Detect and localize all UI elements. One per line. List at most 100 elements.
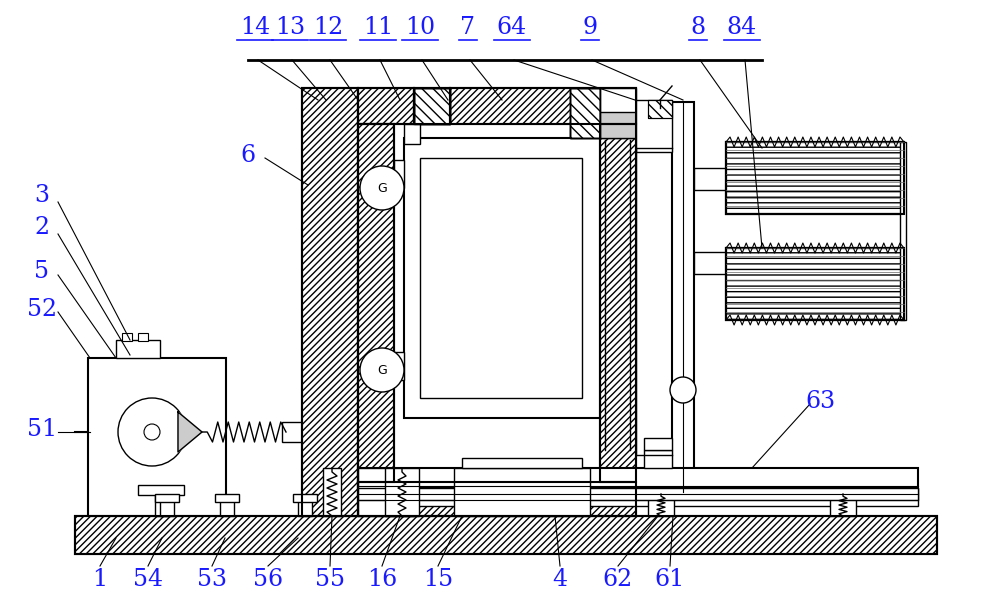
Bar <box>726 142 904 214</box>
Bar <box>282 422 302 442</box>
Text: 51: 51 <box>27 419 57 442</box>
Bar <box>155 494 179 502</box>
Bar <box>302 88 358 516</box>
Bar <box>215 494 239 502</box>
Text: 4: 4 <box>552 568 568 591</box>
Bar <box>116 340 160 358</box>
Bar <box>122 333 132 341</box>
Bar <box>570 88 600 138</box>
Bar <box>636 100 672 152</box>
Text: 10: 10 <box>405 16 435 40</box>
Bar <box>75 516 937 554</box>
Bar <box>414 88 450 124</box>
Circle shape <box>360 348 404 392</box>
Text: 52: 52 <box>27 299 57 321</box>
Text: 12: 12 <box>313 16 343 40</box>
Bar <box>160 500 174 516</box>
Bar <box>648 100 672 118</box>
Bar <box>600 112 636 138</box>
Bar <box>644 438 672 450</box>
Bar <box>358 468 414 516</box>
Bar <box>420 158 582 398</box>
Bar <box>358 88 414 124</box>
Bar <box>88 358 226 516</box>
Bar <box>648 100 672 118</box>
Text: 13: 13 <box>275 16 305 40</box>
Bar <box>358 124 394 482</box>
Bar <box>358 468 918 488</box>
Bar <box>454 468 590 516</box>
Text: 62: 62 <box>603 568 633 591</box>
Bar <box>644 450 672 468</box>
Text: 1: 1 <box>92 568 108 591</box>
Bar <box>394 352 404 380</box>
Text: 63: 63 <box>805 390 835 414</box>
Bar <box>358 482 636 516</box>
Bar <box>600 124 636 482</box>
Bar <box>385 468 419 516</box>
Text: 14: 14 <box>240 16 270 40</box>
Bar <box>75 516 937 554</box>
Bar <box>694 168 726 190</box>
Bar <box>570 88 600 138</box>
Bar <box>570 88 600 138</box>
Bar <box>358 488 918 500</box>
Text: 7: 7 <box>460 16 476 40</box>
Text: 64: 64 <box>497 16 527 40</box>
Text: 8: 8 <box>690 16 706 40</box>
Text: 61: 61 <box>655 568 685 591</box>
Bar <box>414 88 450 124</box>
Text: 9: 9 <box>582 16 598 40</box>
Bar <box>648 494 674 516</box>
Bar <box>414 88 450 124</box>
Bar <box>358 482 636 516</box>
Circle shape <box>118 398 186 466</box>
Bar <box>600 124 636 482</box>
Bar <box>726 142 904 214</box>
Text: 3: 3 <box>34 183 50 207</box>
Text: 11: 11 <box>363 16 393 40</box>
Bar <box>404 124 420 144</box>
Bar <box>450 88 636 124</box>
Bar <box>726 248 904 320</box>
Text: G: G <box>377 181 387 194</box>
Bar <box>462 458 582 468</box>
Text: 54: 54 <box>133 568 163 591</box>
Bar <box>358 124 394 482</box>
Polygon shape <box>178 412 202 452</box>
Circle shape <box>360 166 404 210</box>
Bar <box>358 488 918 506</box>
Bar <box>830 494 856 516</box>
Bar <box>726 248 904 320</box>
Text: 15: 15 <box>423 568 453 591</box>
Bar <box>302 88 358 516</box>
Text: 84: 84 <box>727 16 757 40</box>
Bar <box>404 138 600 418</box>
Text: 16: 16 <box>367 568 397 591</box>
Bar <box>323 468 341 516</box>
Bar <box>414 88 450 124</box>
Bar <box>293 494 317 502</box>
Text: 56: 56 <box>253 568 283 591</box>
Bar <box>600 88 636 138</box>
Bar <box>358 88 414 124</box>
Bar <box>450 88 636 124</box>
Bar <box>726 248 904 320</box>
Bar <box>900 142 906 320</box>
Text: 53: 53 <box>197 568 227 591</box>
Text: 55: 55 <box>315 568 345 591</box>
Circle shape <box>144 424 160 440</box>
Text: 2: 2 <box>34 216 50 240</box>
Bar <box>220 500 234 516</box>
Bar <box>138 333 148 341</box>
Bar <box>672 102 694 492</box>
Text: G: G <box>377 364 387 376</box>
Bar <box>155 493 169 516</box>
Circle shape <box>670 377 696 403</box>
Bar <box>694 252 726 274</box>
Text: 5: 5 <box>34 260 50 284</box>
Text: 6: 6 <box>240 144 256 167</box>
Bar <box>394 160 404 188</box>
Bar <box>298 500 312 516</box>
Bar <box>138 485 184 495</box>
